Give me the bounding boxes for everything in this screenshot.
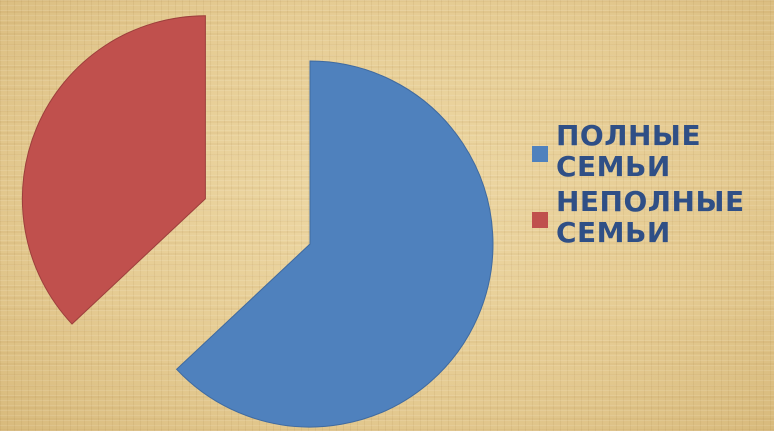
pie-slice-polnye-semi <box>175 60 494 428</box>
pie-slice-nepolnye-semi <box>21 15 206 325</box>
legend-swatch-polnye-semi <box>532 146 548 162</box>
legend-item-polnye-semi: ПОЛНЫЕ СЕМЬИ <box>532 120 772 182</box>
legend-swatch-nepolnye-semi <box>532 212 548 228</box>
legend-label-line2: СЕМЬИ <box>556 150 671 183</box>
legend-label-line1: НЕПОЛНЫЕ <box>556 185 745 218</box>
pie-slices <box>21 15 494 428</box>
chart-legend: ПОЛНЫЕ СЕМЬИ НЕПОЛНЫЕ СЕМЬИ <box>532 120 772 252</box>
legend-label-line2: СЕМЬИ <box>556 216 671 249</box>
legend-item-nepolnye-semi: НЕПОЛНЫЕ СЕМЬИ <box>532 186 772 248</box>
legend-label-line1: ПОЛНЫЕ <box>556 119 702 152</box>
